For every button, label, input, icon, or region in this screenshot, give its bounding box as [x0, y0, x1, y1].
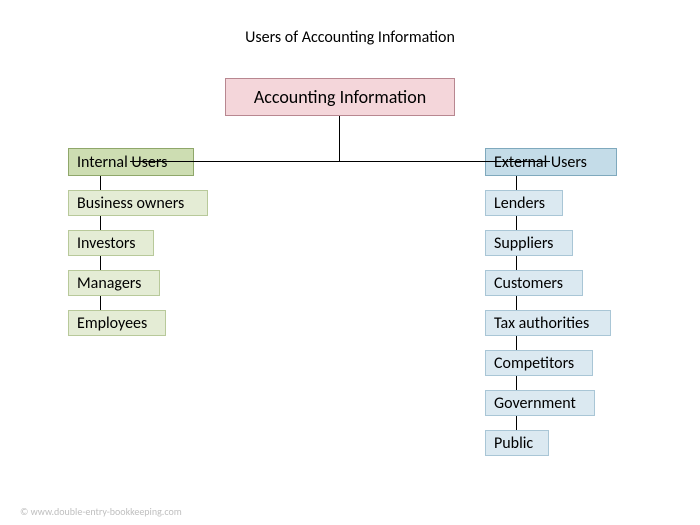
internal-item: Employees	[68, 310, 166, 336]
external-item: Public	[485, 430, 549, 456]
external-users-header: External Users	[485, 148, 617, 176]
internal-users-label: Internal Users	[77, 153, 167, 172]
root-label: Accounting Information	[254, 86, 426, 108]
internal-item: Managers	[68, 270, 160, 296]
connector-line	[130, 161, 550, 162]
external-item: Competitors	[485, 350, 593, 376]
external-item: Suppliers	[485, 230, 573, 256]
internal-users-header: Internal Users	[68, 148, 194, 176]
external-item: Lenders	[485, 190, 563, 216]
root-node: Accounting Information	[225, 78, 455, 116]
external-item: Tax authorities	[485, 310, 611, 336]
external-item: Customers	[485, 270, 583, 296]
internal-item: Investors	[68, 230, 154, 256]
diagram-title: Users of Accounting Information	[0, 28, 700, 47]
connector-line	[339, 116, 340, 162]
copyright-footer: © www.double-entry-bookkeeping.com	[20, 505, 182, 518]
external-users-label: External Users	[494, 153, 587, 172]
external-item: Government	[485, 390, 595, 416]
internal-item: Business owners	[68, 190, 208, 216]
